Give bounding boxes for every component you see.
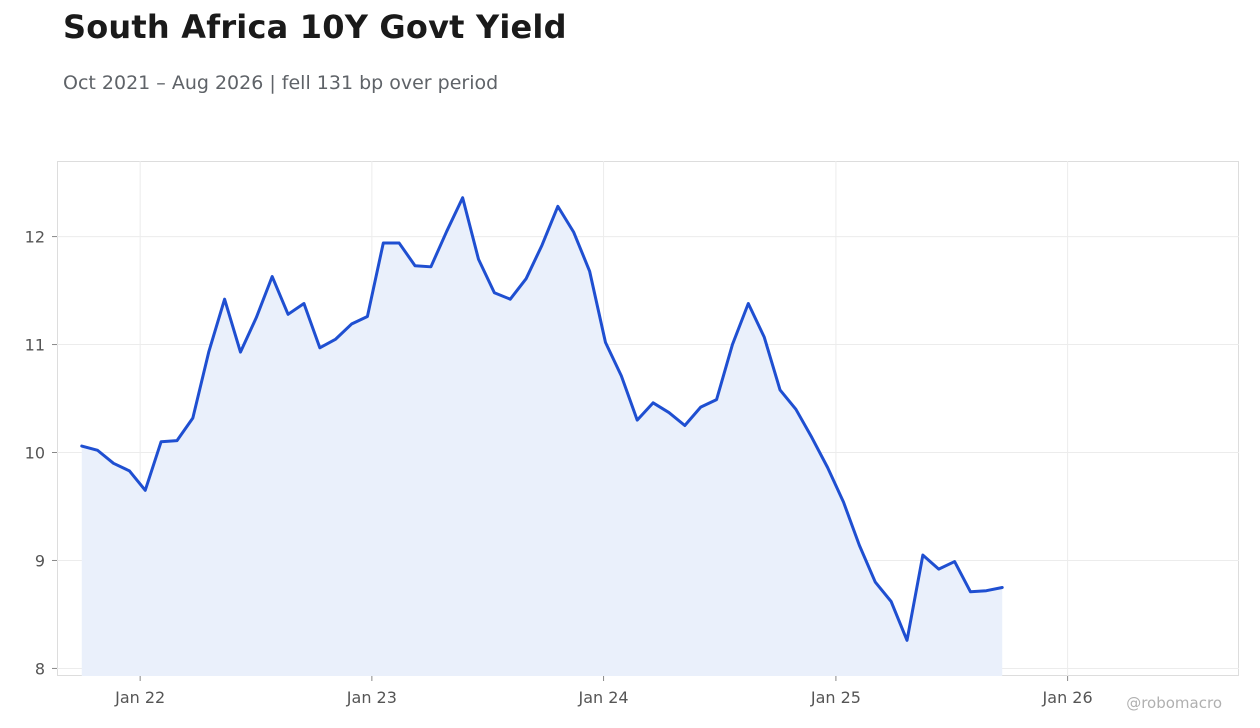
x-tick-label: Jan 26 bbox=[1042, 688, 1093, 707]
y-axis: 8 9 10 11 12 bbox=[25, 228, 57, 678]
chart-title: South Africa 10Y Govt Yield bbox=[63, 8, 567, 46]
y-tick-label: 10 bbox=[25, 444, 45, 463]
y-tick-label: 9 bbox=[35, 551, 45, 570]
x-tick-label: Jan 23 bbox=[346, 688, 397, 707]
x-tick-label: Jan 25 bbox=[810, 688, 861, 707]
chart-subtitle: Oct 2021 – Aug 2026 | fell 131 bp over p… bbox=[63, 72, 499, 94]
series-area bbox=[81, 197, 1003, 676]
x-axis: Jan 22 Jan 23 Jan 24 Jan 25 Jan 26 bbox=[114, 676, 1093, 707]
watermark: @robomacro bbox=[1126, 694, 1222, 712]
y-tick-label: 8 bbox=[35, 659, 45, 678]
series-line bbox=[80, 196, 1004, 642]
y-tick-label: 12 bbox=[25, 228, 45, 247]
y-tick-label: 11 bbox=[25, 336, 45, 355]
x-tick-label: Jan 24 bbox=[578, 688, 629, 707]
x-tick-label: Jan 22 bbox=[114, 688, 165, 707]
